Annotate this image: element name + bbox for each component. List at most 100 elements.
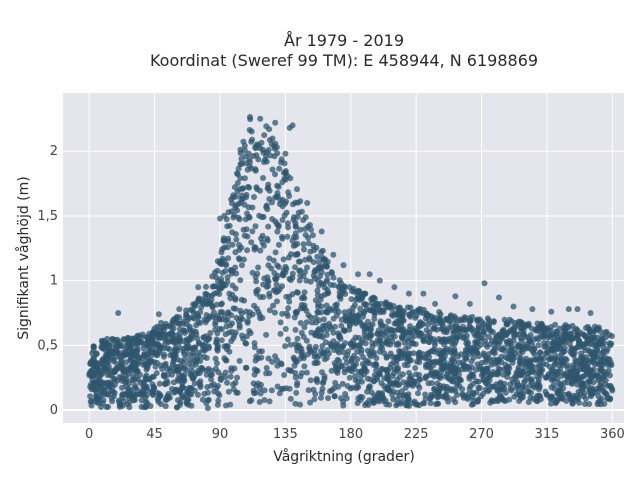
scatter-point — [327, 388, 333, 395]
scatter-point — [127, 351, 134, 358]
scatter-point — [425, 380, 432, 387]
chart-title: År 1979 - 2019 — [284, 31, 404, 50]
scatter-point — [256, 399, 263, 405]
scatter-point — [212, 355, 219, 362]
scatter-point — [307, 314, 314, 321]
scatter-point — [120, 336, 127, 343]
scatter-point — [516, 398, 523, 404]
scatter-point — [515, 341, 522, 348]
scatter-point — [460, 361, 467, 368]
scatter-point — [300, 333, 307, 340]
scatter-point — [240, 335, 247, 342]
scatter-point — [522, 377, 529, 384]
scatter-point — [314, 287, 321, 294]
scatter-point — [263, 365, 270, 371]
scatter-point — [481, 280, 488, 287]
scatter-point — [272, 119, 279, 126]
scatter-point — [542, 343, 549, 350]
scatter-point — [225, 209, 232, 216]
scatter-point — [451, 346, 458, 353]
scatter-point — [230, 386, 237, 393]
scatter-point — [116, 401, 123, 408]
scatter-point — [570, 352, 577, 359]
scatter-point — [494, 339, 501, 346]
scatter-point — [607, 372, 613, 379]
scatter-point — [114, 341, 121, 348]
scatter-point — [264, 274, 271, 281]
scatter-point — [517, 324, 523, 331]
scatter-point — [379, 322, 386, 329]
scatter-point — [370, 397, 377, 404]
scatter-point — [427, 335, 434, 342]
scatter-point — [282, 326, 289, 332]
scatter-point — [569, 322, 576, 329]
scatter-point — [470, 389, 477, 396]
scatter-point — [154, 396, 161, 403]
scatter-point — [176, 306, 183, 313]
scatter-point — [297, 401, 303, 408]
scatter-point — [433, 370, 440, 377]
scatter-point — [370, 349, 377, 356]
scatter-point — [383, 299, 389, 306]
scatter-point — [141, 351, 148, 358]
scatter-point — [215, 369, 222, 375]
scatter-point — [185, 401, 192, 408]
scatter-point — [348, 296, 355, 303]
scatter-point — [99, 370, 105, 377]
scatter-point — [303, 307, 310, 314]
scatter-point — [95, 378, 102, 385]
scatter-point — [307, 399, 314, 406]
scatter-point — [238, 296, 245, 303]
scatter-point — [281, 175, 288, 182]
scatter-point — [253, 278, 260, 285]
scatter-point — [284, 336, 291, 343]
scatter-point — [260, 281, 267, 288]
scatter-point — [286, 298, 293, 305]
scatter-point — [384, 373, 391, 380]
scatter-point — [271, 309, 278, 316]
scatter-point — [282, 263, 289, 270]
scatter-point — [525, 322, 532, 329]
scatter-point — [213, 385, 220, 392]
scatter-point — [561, 379, 568, 386]
scatter-point — [474, 350, 481, 357]
scatter-point — [350, 337, 357, 344]
scatter-point — [173, 316, 179, 323]
scatter-point — [460, 392, 467, 399]
scatter-point — [274, 298, 280, 305]
scatter-point — [284, 220, 291, 227]
scatter-point — [318, 228, 325, 235]
scatter-point — [263, 158, 270, 165]
scatter-point — [469, 326, 476, 332]
scatter-point — [199, 347, 206, 354]
scatter-point — [252, 143, 259, 150]
scatter-point — [604, 359, 611, 366]
scatter-point — [203, 283, 209, 290]
scatter-point — [234, 170, 240, 177]
scatter-point — [284, 313, 291, 319]
scatter-point — [367, 332, 374, 339]
scatter-point — [420, 290, 427, 297]
scatter-point — [231, 212, 238, 219]
scatter-point — [246, 328, 253, 334]
scatter-point — [508, 318, 515, 325]
scatter-point — [371, 316, 378, 322]
scatter-point — [582, 395, 589, 402]
scatter-point — [153, 323, 160, 330]
scatter-point — [404, 362, 411, 369]
scatter-point — [123, 383, 130, 390]
scatter-point — [236, 324, 243, 331]
scatter-point — [482, 386, 489, 393]
scatter-point — [338, 316, 345, 323]
scatter-point — [511, 350, 518, 357]
scatter-point — [180, 327, 187, 334]
scatter-point — [143, 366, 150, 373]
scatter-point — [561, 345, 568, 351]
scatter-point — [122, 349, 129, 356]
scatter-point — [394, 396, 401, 403]
scatter-point — [222, 268, 229, 274]
scatter-point — [440, 350, 447, 357]
scatter-point — [604, 395, 611, 402]
scatter-point — [315, 309, 322, 316]
scatter-point — [324, 287, 331, 293]
